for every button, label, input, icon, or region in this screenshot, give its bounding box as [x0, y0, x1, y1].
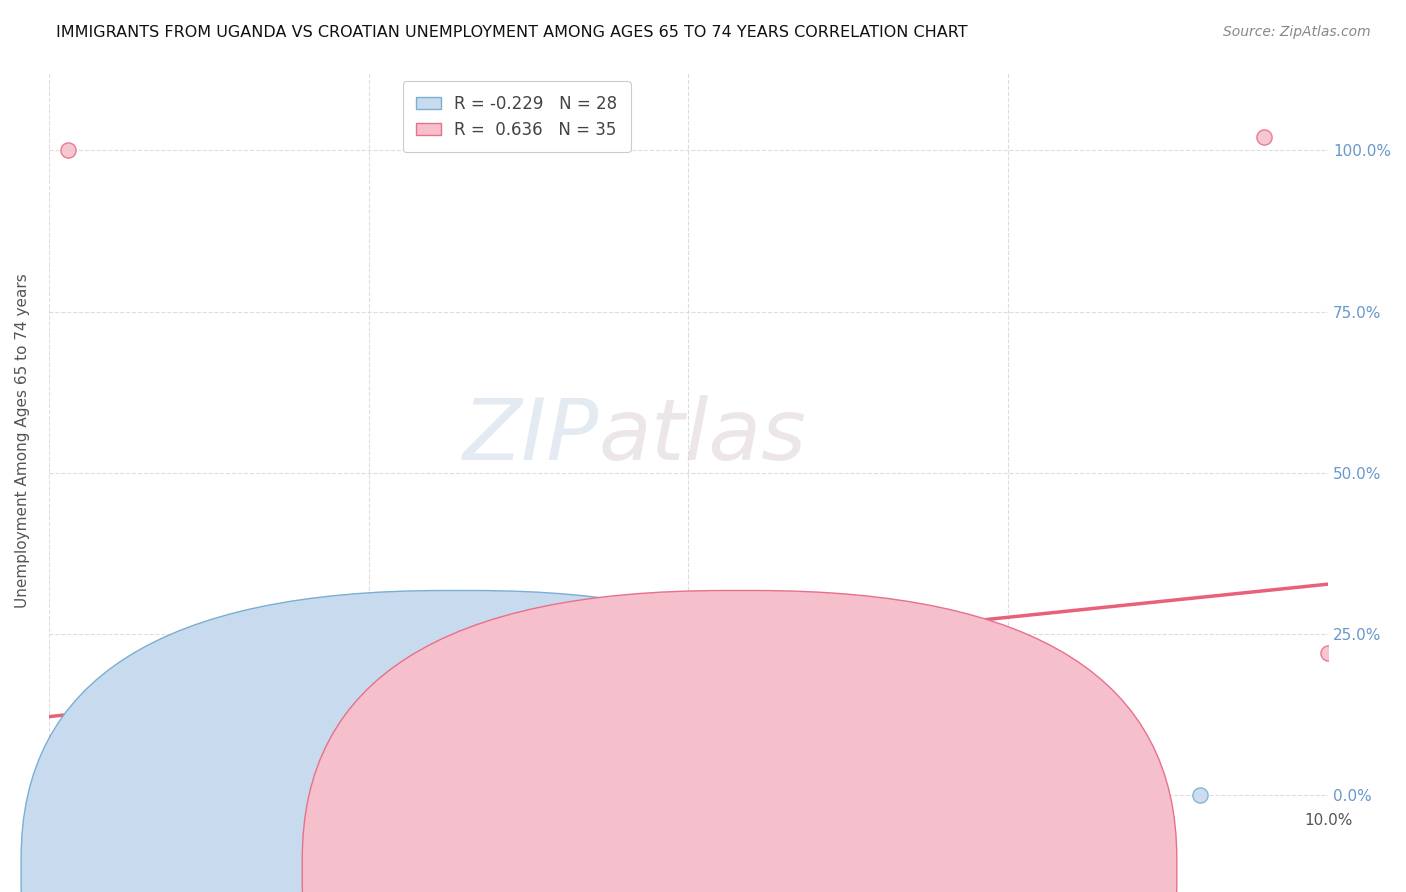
Point — [114, 711, 136, 725]
Point — [357, 595, 380, 609]
Point — [101, 672, 124, 686]
Point — [101, 723, 124, 738]
Point — [741, 595, 763, 609]
Point — [38, 749, 60, 764]
Point — [550, 646, 572, 660]
Point — [1189, 788, 1212, 802]
Point — [191, 672, 214, 686]
Point — [114, 788, 136, 802]
Point — [89, 788, 111, 802]
Text: Croatians: Croatians — [759, 863, 832, 877]
Point — [485, 672, 508, 686]
Point — [51, 788, 73, 802]
Point — [1253, 130, 1275, 145]
Point — [806, 788, 828, 802]
Text: Source: ZipAtlas.com: Source: ZipAtlas.com — [1223, 25, 1371, 39]
Point — [76, 788, 98, 802]
Point — [38, 788, 60, 802]
Point — [139, 723, 162, 738]
Point — [127, 698, 149, 712]
Text: IMMIGRANTS FROM UGANDA VS CROATIAN UNEMPLOYMENT AMONG AGES 65 TO 74 YEARS CORREL: IMMIGRANTS FROM UGANDA VS CROATIAN UNEMP… — [56, 25, 967, 40]
Point — [63, 788, 86, 802]
Point — [678, 659, 700, 673]
Point — [38, 788, 60, 802]
Point — [51, 788, 73, 802]
Point — [38, 763, 60, 777]
Point — [38, 788, 60, 802]
Point — [869, 646, 891, 660]
Point — [63, 788, 86, 802]
Point — [38, 788, 60, 802]
Point — [76, 788, 98, 802]
Point — [127, 788, 149, 802]
Point — [153, 737, 176, 751]
Point — [63, 788, 86, 802]
Point — [422, 633, 444, 648]
Point — [101, 788, 124, 802]
Point — [38, 788, 60, 802]
Point — [101, 763, 124, 777]
Point — [89, 723, 111, 738]
Point — [267, 646, 290, 660]
Text: ZIP: ZIP — [463, 395, 599, 478]
Point — [38, 775, 60, 789]
Point — [51, 788, 73, 802]
Text: Immigrants from Uganda: Immigrants from Uganda — [478, 863, 671, 877]
Point — [38, 763, 60, 777]
Point — [101, 788, 124, 802]
Point — [139, 788, 162, 802]
Point — [89, 749, 111, 764]
Point — [1317, 646, 1340, 660]
Point — [63, 788, 86, 802]
Point — [51, 763, 73, 777]
Point — [38, 749, 60, 764]
Point — [76, 788, 98, 802]
Point — [38, 788, 60, 802]
Point — [294, 659, 316, 673]
Point — [395, 646, 418, 660]
Point — [38, 788, 60, 802]
Point — [229, 621, 252, 635]
Point — [56, 144, 79, 158]
Point — [63, 749, 86, 764]
Text: atlas: atlas — [599, 395, 807, 478]
Point — [166, 711, 188, 725]
Point — [319, 607, 342, 622]
Point — [51, 788, 73, 802]
Point — [38, 788, 60, 802]
Point — [76, 763, 98, 777]
Point — [51, 788, 73, 802]
Legend: R = -0.229   N = 28, R =  0.636   N = 35: R = -0.229 N = 28, R = 0.636 N = 35 — [402, 81, 631, 153]
Point — [38, 788, 60, 802]
Point — [51, 788, 73, 802]
Point — [38, 737, 60, 751]
Y-axis label: Unemployment Among Ages 65 to 74 years: Unemployment Among Ages 65 to 74 years — [15, 273, 30, 608]
